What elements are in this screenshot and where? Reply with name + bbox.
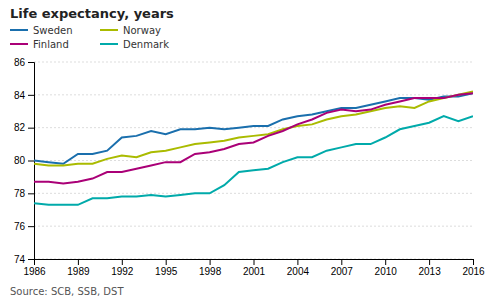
- legend-label: Sweden: [33, 25, 73, 36]
- legend-swatch: [10, 43, 28, 45]
- tick-label: 86: [14, 57, 26, 68]
- y-axis: 74 76 78 80 82 84 86: [14, 57, 35, 265]
- axis-line: [35, 260, 474, 266]
- tick: 2016: [462, 259, 485, 277]
- tick-mark: [254, 259, 255, 265]
- tick-mark: [28, 128, 34, 129]
- grid-line: [34, 94, 473, 95]
- x-axis: 1986 1989 1992 1995 1998 2001 2004 2007 2010 2013…: [23, 259, 485, 277]
- tick-mark: [28, 226, 34, 227]
- tick-label: 2001: [243, 266, 266, 277]
- tick-label: 1998: [199, 266, 222, 277]
- legend-swatch: [10, 29, 28, 31]
- tick: 2013: [418, 259, 441, 277]
- legend-item: Finland: [10, 39, 69, 50]
- tick-label: 1986: [23, 266, 46, 277]
- tick: 2001: [243, 259, 266, 277]
- legend-label: Norway: [123, 25, 161, 36]
- tick-mark: [210, 259, 211, 265]
- tick: 80: [14, 155, 34, 166]
- annotation: Source: SCB, SSB, DST: [10, 286, 124, 297]
- tick-mark: [28, 62, 34, 63]
- tick-mark: [28, 161, 34, 162]
- tick-label: 2004: [287, 266, 310, 277]
- tick-label: 1992: [111, 266, 134, 277]
- legend-label: Denmark: [123, 39, 169, 50]
- tick: 82: [14, 122, 34, 133]
- series-line: [34, 116, 473, 205]
- chart: Life expectancy, years198619891992199519…: [0, 0, 491, 303]
- tick: 1992: [111, 259, 134, 277]
- tick-label: 2016: [462, 266, 485, 277]
- tick-mark: [122, 259, 123, 265]
- tick-label: 78: [14, 188, 26, 199]
- tick: 86: [14, 57, 34, 68]
- tick: 2010: [375, 259, 398, 277]
- legend-swatch: [100, 43, 118, 45]
- legend-label: Finland: [33, 39, 69, 50]
- tick-mark: [28, 193, 34, 194]
- tick-label: 74: [14, 254, 26, 265]
- legend-item: Denmark: [100, 39, 169, 50]
- legend-swatch: [100, 29, 118, 31]
- tick-mark: [78, 259, 79, 265]
- tick: 1989: [67, 259, 90, 277]
- tick: 76: [14, 221, 34, 232]
- plot: 1986 1989 1992 1995 1998 2001 2004 2007 2010 2013…: [14, 57, 485, 277]
- tick: 1995: [155, 259, 178, 277]
- lines: [34, 92, 473, 205]
- tick-mark: [166, 259, 167, 265]
- tick-label: 84: [14, 90, 26, 101]
- tick-label: 1995: [155, 266, 178, 277]
- tick-label: 1989: [67, 266, 90, 277]
- tick-label: 2013: [418, 266, 441, 277]
- tick: 1986: [23, 259, 46, 277]
- tick: 2004: [287, 259, 310, 277]
- tick-mark: [473, 259, 474, 265]
- legend-item: Norway: [100, 25, 161, 36]
- tick-mark: [28, 95, 34, 96]
- tick: 1998: [199, 259, 222, 277]
- legend-item: Sweden: [10, 25, 73, 36]
- tick-mark: [297, 259, 298, 265]
- grid-line: [34, 193, 473, 194]
- grid-line: [34, 62, 473, 63]
- grid: [34, 62, 473, 259]
- legend: Sweden Norway Finland Denmark: [10, 25, 169, 50]
- tick-label: 80: [14, 155, 26, 166]
- tick: 78: [14, 188, 34, 199]
- tick-mark: [429, 259, 430, 265]
- tick-label: 2010: [375, 266, 398, 277]
- tick: 2007: [331, 259, 354, 277]
- tick-mark: [385, 259, 386, 265]
- tick-label: 2007: [331, 266, 354, 277]
- tick-label: 82: [14, 122, 26, 133]
- tick: 74: [14, 254, 34, 265]
- grid-line: [34, 226, 473, 227]
- tick: 84: [14, 90, 34, 101]
- tick-mark: [28, 259, 34, 260]
- title: Life expectancy, years: [10, 6, 174, 21]
- tick-label: 76: [14, 221, 26, 232]
- tick-mark: [341, 259, 342, 265]
- axis-line: [28, 63, 35, 260]
